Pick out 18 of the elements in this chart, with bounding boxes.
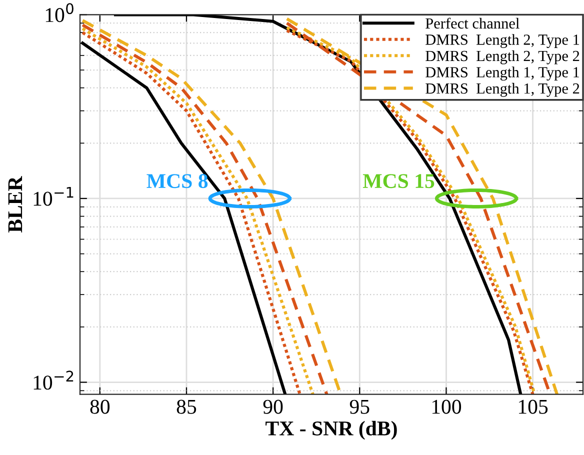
x-tick-label: 100: [432, 400, 462, 414]
x-tick-label: 85: [176, 400, 196, 414]
annotation: MCS 8: [146, 174, 208, 188]
legend-label: Perfect channel: [426, 18, 520, 29]
annotation: MCS 15: [362, 174, 434, 188]
legend-label: DMRS Length 1, Type 1: [426, 66, 580, 81]
y-tick-label: 10$^{−2}$: [34, 370, 74, 390]
x-axis-title: TX - SNR (dB): [266, 420, 397, 440]
x-tick-label: 90: [263, 400, 283, 414]
legend-label: DMRS Length 2, Type 1: [426, 34, 580, 48]
y-tick-label: 10$^{0}$: [46, 3, 74, 22]
y-axis-title: BLER: [8, 176, 22, 233]
x-tick-label: 95: [350, 400, 370, 414]
x-tick-label: 80: [90, 400, 110, 414]
legend-label: DMRS Length 2, Type 2: [426, 50, 580, 64]
legend-label: DMRS Length 1, Type 2: [426, 82, 580, 97]
y-tick-label: 10$^{−1}$: [34, 186, 74, 206]
x-tick-label: 105: [518, 400, 548, 414]
